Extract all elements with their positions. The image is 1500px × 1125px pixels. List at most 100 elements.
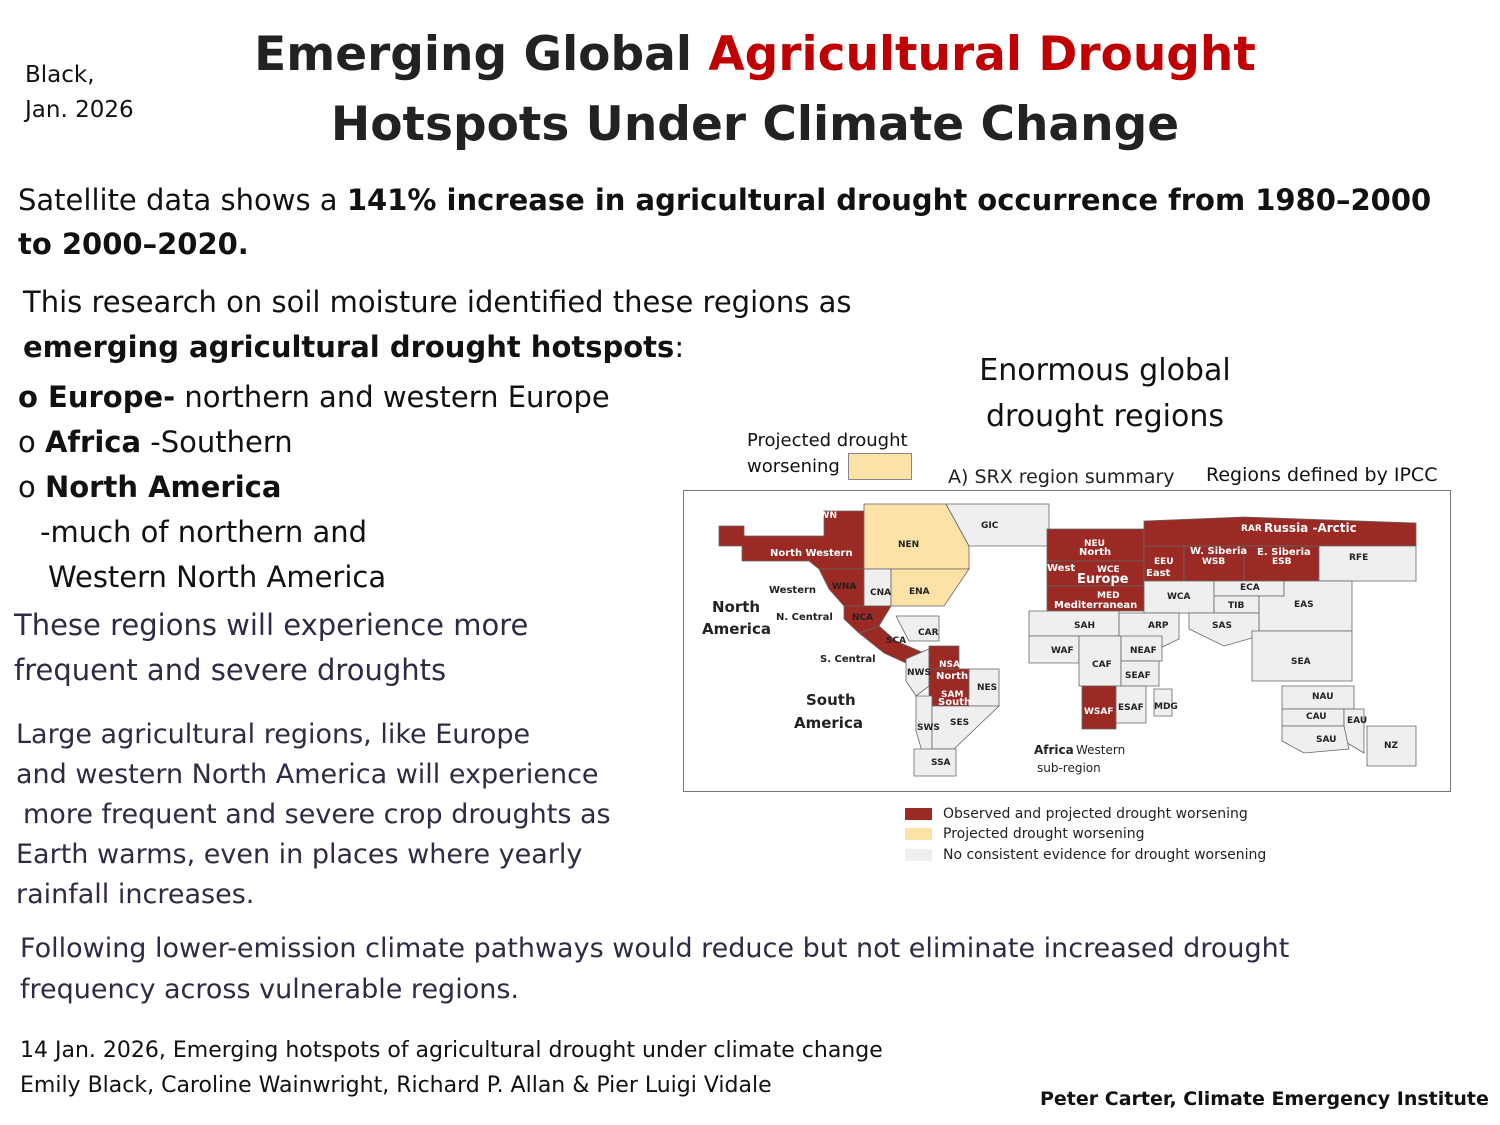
bullet: o bbox=[18, 425, 45, 459]
research-line-2: emerging agricultural drought hotspots: bbox=[23, 325, 851, 370]
legend-projected-swatch bbox=[905, 828, 932, 840]
label-tib: TIB bbox=[1228, 601, 1244, 611]
label-sah: SAH bbox=[1074, 621, 1095, 631]
region-nws bbox=[905, 648, 930, 697]
label-sca: SCA bbox=[886, 636, 906, 646]
region-nz bbox=[1366, 725, 1417, 767]
label-wsaf: WSAF bbox=[1084, 707, 1114, 717]
region-esaf bbox=[1115, 685, 1147, 724]
region-sau bbox=[1281, 725, 1350, 754]
label-e-siberia: E. Siberia bbox=[1257, 547, 1311, 558]
author-line: Black, bbox=[25, 62, 95, 88]
legend-observed-label: Observed and projected drought worsening bbox=[943, 806, 1248, 822]
legend-observed-swatch bbox=[905, 808, 932, 820]
research-bold: emerging agricultural drought hotspots bbox=[23, 330, 675, 364]
pathways-line-1: Following lower-emission climate pathway… bbox=[20, 933, 1290, 964]
region-mdg bbox=[1153, 688, 1173, 717]
label-med: MED bbox=[1097, 591, 1120, 601]
large-line-2: and western North America will experienc… bbox=[16, 759, 599, 790]
stat-prefix: Satellite data shows a bbox=[18, 183, 347, 217]
title-highlight: Agricultural Drought bbox=[708, 27, 1256, 82]
date-line: Jan. 2026 bbox=[25, 97, 134, 123]
author-date-tag: Black, Jan. 2026 bbox=[25, 58, 134, 128]
hotspot-africa: o Africa -Southern bbox=[18, 420, 610, 465]
projected-swatch bbox=[848, 453, 912, 480]
label-neu: NEU bbox=[1084, 539, 1105, 549]
large-line-4: Earth warms, even in places where yearly bbox=[16, 839, 583, 870]
label-arp: ARP bbox=[1148, 621, 1169, 631]
pathways-text: Following lower-emission climate pathway… bbox=[20, 928, 1289, 1010]
label-nsa: NSA bbox=[939, 660, 960, 670]
statistic-statement: Satellite data shows a 141% increase in … bbox=[18, 178, 1458, 266]
hotspot-detail: -Southern bbox=[141, 425, 293, 459]
large-line-5: rainfall increases. bbox=[16, 879, 255, 910]
hotspot-detail: northern and western Europe bbox=[175, 380, 610, 414]
label-waf: WAF bbox=[1051, 646, 1074, 656]
projected-legend-callout: Projected drought worsening bbox=[747, 428, 912, 480]
region-rar bbox=[1143, 516, 1417, 547]
research-intro: This research on soil moisture identifie… bbox=[23, 280, 851, 370]
legend-projected-label: Projected drought worsening bbox=[943, 826, 1145, 842]
legend-callout-line-2: worsening bbox=[747, 456, 840, 477]
region-map-svg: NWN North Western NEN GIC Western WNA CN… bbox=[702, 503, 1417, 777]
region-sea bbox=[1251, 630, 1353, 682]
label-eu-east: East bbox=[1146, 568, 1171, 579]
label-north-america-2: America bbox=[702, 620, 771, 638]
experience-text: These regions will experience more frequ… bbox=[14, 603, 528, 693]
hotspot-name: Africa bbox=[44, 425, 142, 459]
na-detail-line-1: -much of northern and bbox=[40, 515, 368, 549]
enormous-regions-caption: Enormous global drought regions bbox=[940, 348, 1270, 440]
label-esb: ESB bbox=[1272, 557, 1292, 567]
label-russia-arctic: Russia -Arctic bbox=[1264, 521, 1357, 535]
label-mdg: MDG bbox=[1154, 702, 1178, 712]
citation-line-2: Emily Black, Caroline Wainwright, Richar… bbox=[20, 1073, 772, 1098]
srx-region-map: NWN North Western NEN GIC Western WNA CN… bbox=[683, 490, 1451, 792]
research-line-1: This research on soil moisture identifie… bbox=[23, 285, 852, 319]
label-sws: SWS bbox=[917, 723, 940, 733]
region-ssa bbox=[913, 748, 957, 777]
label-gic: GIC bbox=[981, 521, 999, 531]
region-rfe bbox=[1318, 545, 1417, 582]
label-wce: WCE bbox=[1097, 565, 1120, 575]
label-s-central: S. Central bbox=[820, 654, 876, 665]
label-nau: NAU bbox=[1312, 692, 1334, 702]
bullet: o bbox=[18, 380, 49, 414]
label-nen: NEN bbox=[898, 540, 919, 550]
label-western: Western bbox=[769, 585, 816, 596]
large-line-3: more frequent and severe crop droughts a… bbox=[23, 799, 611, 830]
region-car bbox=[895, 615, 940, 642]
label-eu-west: West bbox=[1047, 563, 1075, 574]
label-mediterranean: Mediterranean bbox=[1054, 600, 1137, 611]
region-seaf bbox=[1120, 660, 1160, 687]
legend-callout-line-1: Projected drought bbox=[747, 430, 908, 451]
label-ena: ENA bbox=[909, 587, 930, 597]
title-line-1: Emerging Global Agricultural Drought bbox=[0, 20, 1500, 90]
label-nes: NES bbox=[977, 683, 997, 693]
legend-none-label: No consistent evidence for drought worse… bbox=[943, 847, 1267, 863]
label-wna: WNA bbox=[832, 582, 856, 592]
experience-line-1: These regions will experience more bbox=[14, 608, 529, 642]
label-south-america-2: America bbox=[794, 714, 863, 732]
label-wca: WCA bbox=[1167, 592, 1191, 602]
label-esaf: ESAF bbox=[1118, 703, 1144, 713]
credit-line: Peter Carter, Climate Emergency Institut… bbox=[1040, 1088, 1489, 1110]
label-south-america-1: South bbox=[806, 691, 856, 709]
label-car: CAR bbox=[918, 628, 939, 638]
label-rfe: RFE bbox=[1349, 553, 1368, 563]
label-caf: CAF bbox=[1092, 660, 1112, 670]
region-wsaf bbox=[1081, 685, 1117, 730]
region-ena bbox=[890, 568, 970, 607]
label-neaf: NEAF bbox=[1130, 646, 1157, 656]
hotspot-name: Europe- bbox=[48, 380, 176, 414]
label-eca: ECA bbox=[1240, 583, 1260, 593]
label-sas: SAS bbox=[1212, 621, 1232, 631]
label-eu-north: North bbox=[1079, 547, 1111, 558]
region-nen bbox=[863, 503, 970, 570]
label-cau: CAU bbox=[1306, 712, 1327, 722]
label-cna: CNA bbox=[870, 588, 891, 598]
label-sa-north: North bbox=[936, 671, 968, 682]
label-nca: NCA bbox=[852, 613, 873, 623]
region-nwn bbox=[718, 510, 865, 570]
label-w-siberia: W. Siberia bbox=[1190, 546, 1247, 557]
label-north-western: North Western bbox=[770, 548, 853, 559]
